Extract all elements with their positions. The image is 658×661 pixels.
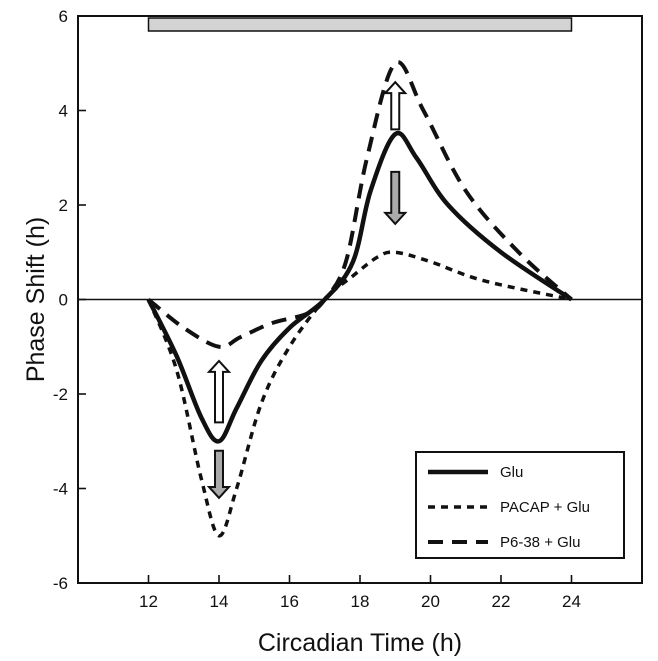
y-tick-label: 4 [59, 102, 68, 121]
arrow-up [382, 80, 408, 131]
x-tick-label: 20 [421, 592, 440, 611]
x-tick-label: 12 [139, 592, 158, 611]
x-tick-label: 16 [280, 592, 299, 611]
arrow-up [206, 359, 232, 424]
x-tick-label: 22 [492, 592, 511, 611]
night-bar [147, 17, 573, 32]
x-tick-label: 24 [562, 592, 581, 611]
y-tick-label: 0 [59, 291, 68, 310]
x-axis-title: Circadian Time (h) [258, 629, 462, 657]
x-tick-label: 14 [210, 592, 229, 611]
legend-label: P6-38 + Glu [500, 534, 580, 551]
legend-box [415, 451, 625, 559]
series-line-pacap-glu [146, 250, 572, 538]
series-line-p6-38-glu [147, 60, 573, 349]
arrow-down [206, 449, 232, 500]
y-tick-label: 2 [59, 196, 68, 215]
y-tick-label: 6 [59, 7, 68, 26]
legend-label: PACAP + Glu [500, 499, 590, 516]
x-tick-label: 18 [351, 592, 370, 611]
y-tick-label: -2 [53, 385, 68, 404]
arrow-down [382, 170, 408, 226]
y-tick-label: -6 [53, 574, 68, 593]
y-axis-title: Phase Shift (h) [22, 217, 50, 382]
legend-label: Glu [500, 464, 523, 481]
y-tick-label: -4 [53, 480, 68, 499]
